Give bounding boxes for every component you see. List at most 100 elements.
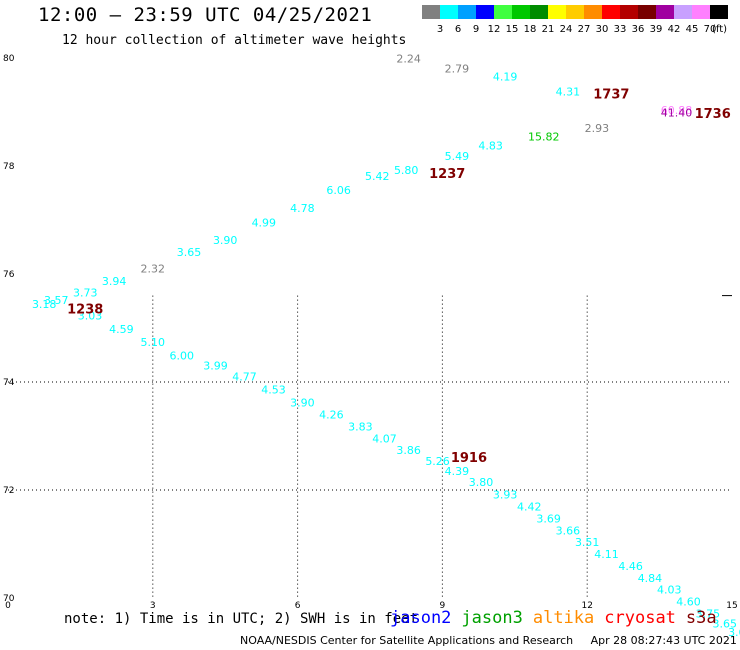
wave-height-label: 3.80 xyxy=(469,476,494,489)
satellite-jason2: jason2 xyxy=(390,608,452,628)
wave-height-label: 4.53 xyxy=(261,383,286,396)
color-level-label: 33 xyxy=(614,24,627,35)
wave-height-label: 4.39 xyxy=(445,465,470,478)
satellite-cryosat: cryosat xyxy=(604,608,676,628)
y-tick-label: 70 xyxy=(3,594,15,604)
color-level-label: 21 xyxy=(542,24,555,35)
satellite-jason3: jason3 xyxy=(461,608,523,628)
wave-height-label: 2.79 xyxy=(445,63,470,76)
color-swatch xyxy=(512,5,530,19)
color-level-label: 15 xyxy=(506,24,519,35)
pass-time-label: 1736 xyxy=(695,107,731,122)
color-swatch xyxy=(638,5,656,19)
wave-height-label: 2.24 xyxy=(396,52,421,65)
wave-height-label: 3.99 xyxy=(203,360,228,373)
wave-height-label: 3.51 xyxy=(575,536,600,549)
wave-height-label: 60.88 xyxy=(661,104,693,117)
wave-height-label: 5.42 xyxy=(365,170,390,183)
wave-height-label: 4.46 xyxy=(618,560,643,573)
wave-height-label: 3.86 xyxy=(396,444,421,457)
color-swatch xyxy=(602,5,620,19)
y-tick-label: 80 xyxy=(3,54,15,64)
wave-height-label: 6.00 xyxy=(170,349,195,362)
wave-height-label: 4.42 xyxy=(517,501,542,514)
timestamp-text: Apr 28 08:27:43 UTC 2021 xyxy=(590,634,737,647)
wave-height-label: 4.99 xyxy=(252,216,277,229)
color-unit-label: (ft) xyxy=(712,24,727,35)
wave-height-label: 4.31 xyxy=(556,85,581,98)
wave-height-label: 3.18 xyxy=(32,298,57,311)
wave-height-label: 2.32 xyxy=(141,262,166,275)
wave-height-label: 4.78 xyxy=(290,202,315,215)
wave-height-label: 5.10 xyxy=(141,336,166,349)
color-level-label: 18 xyxy=(524,24,537,35)
wave-height-label: 4.59 xyxy=(109,323,134,336)
color-swatch xyxy=(566,5,584,19)
color-level-label: 45 xyxy=(686,24,699,35)
wave-height-label: 5.80 xyxy=(394,164,419,177)
color-swatch xyxy=(692,5,710,19)
color-level-label: 27 xyxy=(578,24,591,35)
pass-time-label: 1737 xyxy=(593,88,629,103)
wave-height-label: 4.84 xyxy=(638,572,663,585)
color-swatch xyxy=(476,5,494,19)
wave-height-label: 3.69 xyxy=(536,512,561,525)
wave-height-label: 3.83 xyxy=(348,421,373,434)
wave-height-label: 3.03 xyxy=(78,309,103,322)
color-swatch xyxy=(458,5,476,19)
x-tick-label: 12 xyxy=(581,601,592,611)
x-tick-label: 15 xyxy=(726,601,737,611)
color-swatch xyxy=(656,5,674,19)
wave-height-label: 4.07 xyxy=(372,432,397,445)
color-swatch xyxy=(710,5,728,19)
color-swatch xyxy=(440,5,458,19)
color-swatch xyxy=(584,5,602,19)
color-swatch xyxy=(494,5,512,19)
footer-note: note: 1) Time is in UTC; 2) SWH is in fe… xyxy=(64,611,419,627)
color-level-label: 39 xyxy=(650,24,663,35)
color-level-label: 70 xyxy=(704,24,717,35)
color-scale-legend: 3 6 9 12 15 18 21 24 27 30 33 36 39 42 45 70(ft) xyxy=(422,5,728,35)
wave-height-label: 5.49 xyxy=(445,150,470,163)
color-level-label: 36 xyxy=(632,24,645,35)
chart-title: 12:00 — 23:59 UTC 04/25/2021 xyxy=(38,4,373,26)
y-tick-label: 76 xyxy=(3,270,15,280)
y-tick-label: 78 xyxy=(3,162,15,172)
wave-height-label: 3.93 xyxy=(493,489,518,502)
wave-height-label: 4.77 xyxy=(232,370,257,383)
wave-height-label: 3.65 xyxy=(177,246,202,259)
color-level-label: 3 xyxy=(437,24,443,35)
x-tick-label: 0 xyxy=(5,601,11,611)
color-level-label: 9 xyxy=(473,24,479,35)
wave-height-label: 3.65 xyxy=(713,618,738,631)
x-tick-label: 3 xyxy=(150,601,156,611)
color-swatch xyxy=(674,5,692,19)
color-level-label: 12 xyxy=(488,24,501,35)
wave-height-label: 4.60 xyxy=(676,596,701,609)
y-tick-label: 74 xyxy=(3,378,15,388)
chart-subtitle: 12 hour collection of altimeter wave hei… xyxy=(62,33,407,48)
wave-height-label: 2.93 xyxy=(585,122,610,135)
pass-time-label: 1237 xyxy=(429,167,465,182)
wave-height-label: 6.06 xyxy=(326,184,351,197)
satellite-s3a: s3a xyxy=(685,608,717,628)
wave-height-label: 41.40 xyxy=(661,106,693,119)
wave-height-label: 3.90 xyxy=(213,234,238,247)
wave-height-label: 3.73 xyxy=(73,287,98,300)
pass-time-label: 1238 xyxy=(67,302,103,317)
y-tick-label: 72 xyxy=(3,486,14,496)
color-level-label: 24 xyxy=(560,24,573,35)
color-level-label: 6 xyxy=(455,24,461,35)
x-tick-label: 6 xyxy=(295,601,301,611)
satellite-legend: jason2 jason3 altika cryosat s3a xyxy=(390,608,727,628)
wave-height-label: 15.82 xyxy=(528,131,560,144)
wave-height-label: 4.26 xyxy=(319,409,344,422)
wave-height-label: 4.03 xyxy=(657,584,682,597)
wave-height-label: 4.11 xyxy=(594,548,619,561)
color-level-label: 30 xyxy=(596,24,609,35)
color-swatch xyxy=(530,5,548,19)
wave-height-label: 3.57 xyxy=(44,294,69,307)
pass-time-label: 1916 xyxy=(451,451,487,466)
wave-height-label: 5.26 xyxy=(425,455,450,468)
